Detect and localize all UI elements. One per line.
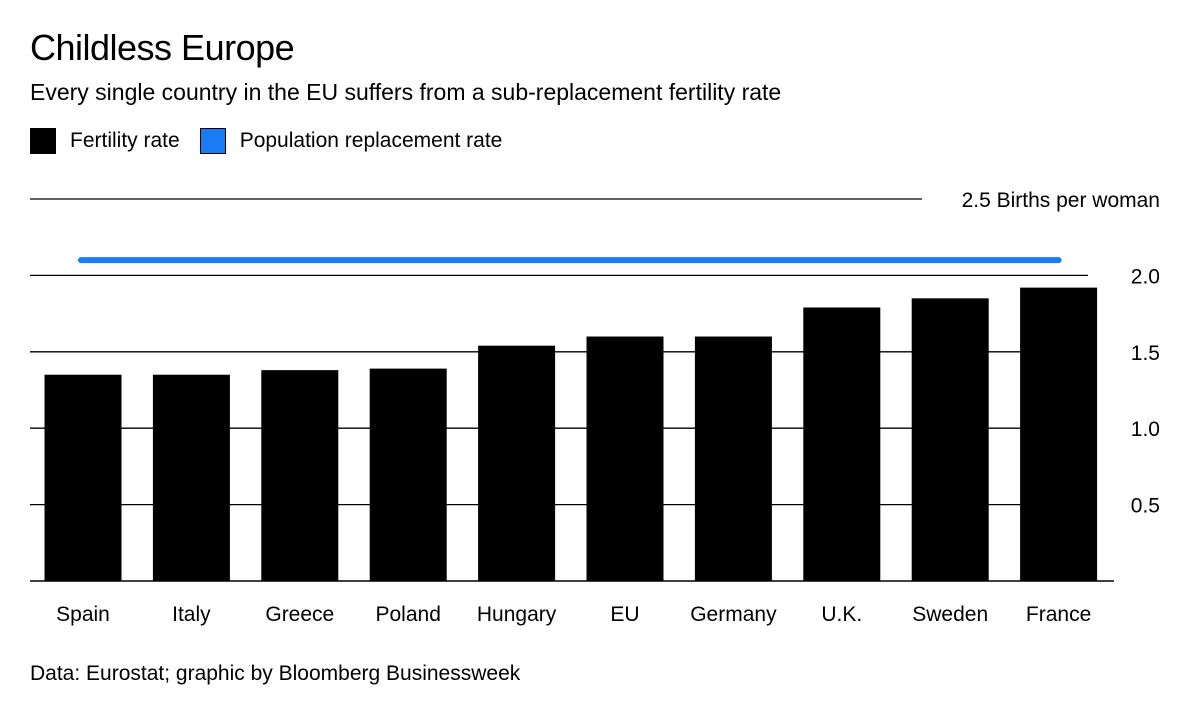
y-tick-label-2: 2.0 xyxy=(1131,265,1160,288)
x-tick-label-hungary: Hungary xyxy=(477,603,557,626)
bar-sweden xyxy=(911,298,989,581)
chart-subtitle: Every single country in the EU suffers f… xyxy=(30,79,782,105)
chart-title: Childless Europe xyxy=(30,27,295,68)
x-tick-label-eu: EU xyxy=(610,603,639,626)
x-tick-label-spain: Spain xyxy=(56,603,110,626)
bar-poland xyxy=(369,368,447,581)
bar-uk xyxy=(803,307,881,581)
source-note: Data: Eurostat; graphic by Bloomberg Bus… xyxy=(30,662,521,685)
legend-label-replacement-rate: Population replacement rate xyxy=(239,129,503,152)
x-tick-label-germany: Germany xyxy=(690,603,777,626)
bar-france xyxy=(1020,287,1098,581)
x-tick-label-greece: Greece xyxy=(265,603,334,626)
bar-spain xyxy=(44,374,122,581)
bar-greece xyxy=(261,370,339,581)
x-tick-label-italy: Italy xyxy=(172,603,211,626)
bar-eu xyxy=(586,336,664,581)
bar-hungary xyxy=(478,345,556,581)
legend-item-replacement-rate: Population replacement rate xyxy=(199,128,503,154)
y-tick-label-0-5: 0.5 xyxy=(1131,495,1160,518)
legend-item-fertility-rate: Fertility rate xyxy=(30,128,180,154)
y-tick-label-2-5: 2.5 Births per woman xyxy=(962,189,1160,212)
x-tick-label-uk: U.K. xyxy=(821,603,862,626)
legend: Fertility rate Population replacement ra… xyxy=(30,128,522,154)
legend-swatch-fertility-rate xyxy=(30,128,56,154)
bar-germany xyxy=(694,336,772,581)
y-tick-label-1: 1.0 xyxy=(1131,418,1160,441)
x-tick-label-poland: Poland xyxy=(376,603,441,626)
legend-swatch-replacement-rate xyxy=(199,128,226,154)
y-tick-label-1-5: 1.5 xyxy=(1131,342,1160,365)
x-tick-label-france: France xyxy=(1026,603,1091,626)
x-tick-label-sweden: Sweden xyxy=(912,603,988,626)
bar-italy xyxy=(152,374,230,581)
legend-label-fertility-rate: Fertility rate xyxy=(70,129,180,152)
